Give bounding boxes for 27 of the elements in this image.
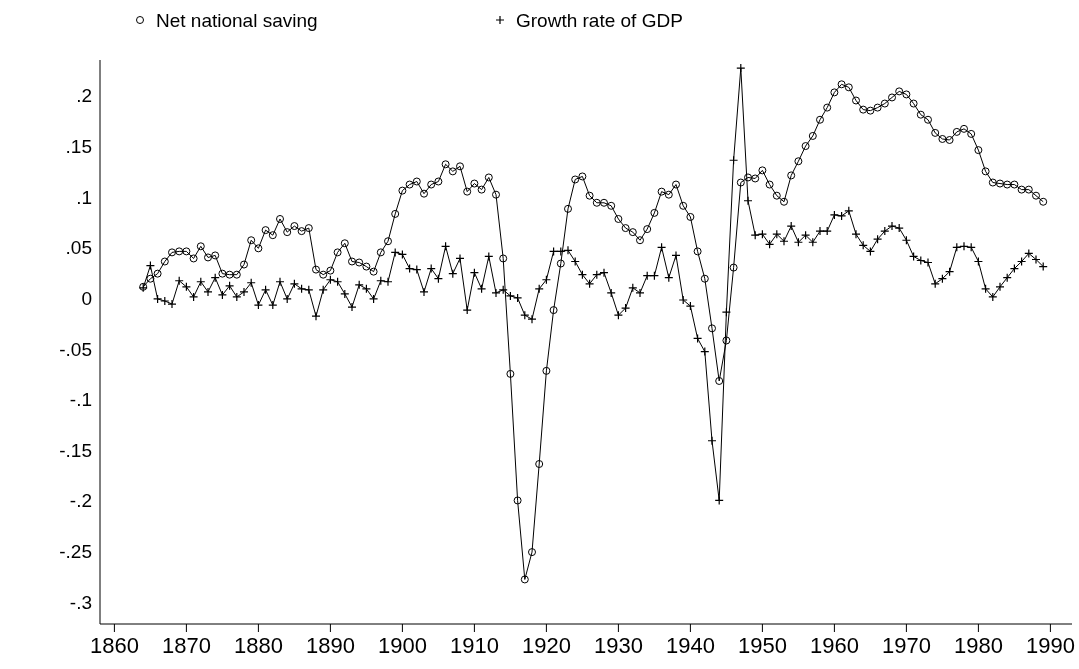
y-tick-label: -.3 <box>69 591 92 613</box>
x-tick-label: 1860 <box>89 633 139 658</box>
y-tick-label: .2 <box>76 85 92 107</box>
x-tick-label: 1870 <box>161 633 211 658</box>
y-tick-label: -.25 <box>59 541 92 563</box>
y-tick-label: 0 <box>81 287 92 309</box>
y-tick-label: -.05 <box>59 338 92 360</box>
legend-label: Net national saving <box>156 10 318 31</box>
y-tick-label: -.15 <box>59 439 92 461</box>
x-tick-label: 1910 <box>449 633 499 658</box>
x-tick-label: 1990 <box>1025 633 1075 658</box>
x-tick-label: 1950 <box>737 633 787 658</box>
x-tick-label: 1880 <box>233 633 283 658</box>
x-tick-label: 1900 <box>377 633 427 658</box>
x-tick-label: 1960 <box>809 633 859 658</box>
y-tick-label: .15 <box>65 136 92 158</box>
y-tick-label: .05 <box>65 237 92 259</box>
x-tick-label: 1980 <box>953 633 1003 658</box>
x-tick-label: 1930 <box>593 633 643 658</box>
x-tick-label: 1940 <box>665 633 715 658</box>
x-tick-label: 1970 <box>881 633 931 658</box>
y-tick-label: -.1 <box>69 389 92 411</box>
y-tick-label: .1 <box>76 186 92 208</box>
legend-label: Growth rate of GDP <box>516 10 683 31</box>
x-tick-label: 1890 <box>305 633 355 658</box>
x-tick-label: 1920 <box>521 633 571 658</box>
y-tick-label: -.2 <box>69 490 92 512</box>
